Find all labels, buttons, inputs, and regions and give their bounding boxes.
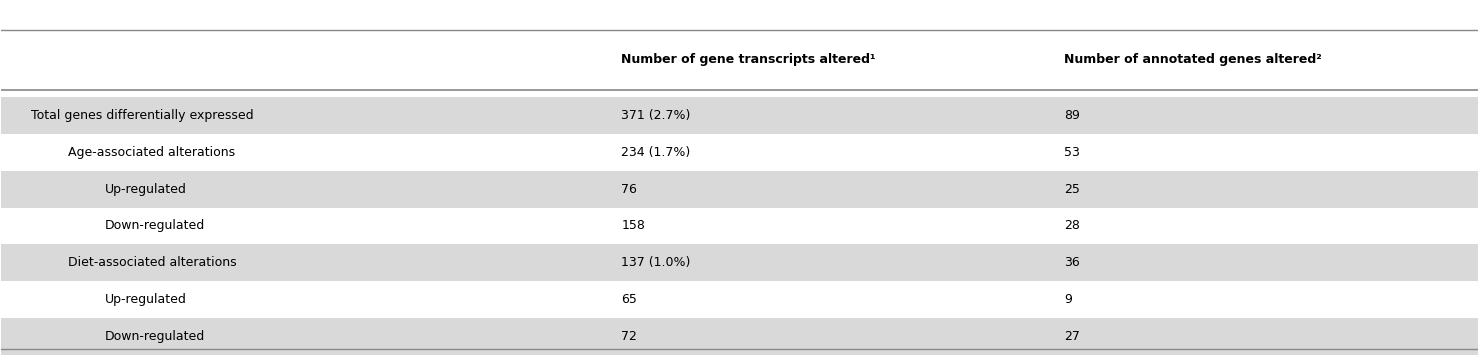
FancyBboxPatch shape	[1, 171, 1478, 207]
Text: Up-regulated: Up-regulated	[105, 183, 186, 196]
Text: 25: 25	[1065, 183, 1080, 196]
Text: 27: 27	[1065, 330, 1080, 343]
Text: Diet-associated alterations: Diet-associated alterations	[68, 256, 237, 269]
FancyBboxPatch shape	[1, 245, 1478, 281]
Text: 28: 28	[1065, 220, 1080, 232]
Text: Number of gene transcripts altered¹: Number of gene transcripts altered¹	[621, 53, 876, 66]
FancyBboxPatch shape	[1, 97, 1478, 134]
Text: 158: 158	[621, 220, 645, 232]
Text: Down-regulated: Down-regulated	[105, 330, 206, 343]
Text: 9: 9	[1065, 293, 1072, 306]
Text: Age-associated alterations: Age-associated alterations	[68, 146, 235, 159]
FancyBboxPatch shape	[1, 207, 1478, 245]
FancyBboxPatch shape	[1, 281, 1478, 318]
FancyBboxPatch shape	[1, 134, 1478, 171]
Text: 137 (1.0%): 137 (1.0%)	[621, 256, 691, 269]
Text: 72: 72	[621, 330, 637, 343]
Text: 65: 65	[621, 293, 637, 306]
Text: 36: 36	[1065, 256, 1080, 269]
Text: 53: 53	[1065, 146, 1080, 159]
Text: Down-regulated: Down-regulated	[105, 220, 206, 232]
Text: 89: 89	[1065, 109, 1080, 122]
Text: Up-regulated: Up-regulated	[105, 293, 186, 306]
Text: Number of annotated genes altered²: Number of annotated genes altered²	[1065, 53, 1322, 66]
Text: 234 (1.7%): 234 (1.7%)	[621, 146, 691, 159]
Text: Total genes differentially expressed: Total genes differentially expressed	[31, 109, 253, 122]
Text: 371 (2.7%): 371 (2.7%)	[621, 109, 691, 122]
Text: 76: 76	[621, 183, 637, 196]
FancyBboxPatch shape	[1, 318, 1478, 355]
